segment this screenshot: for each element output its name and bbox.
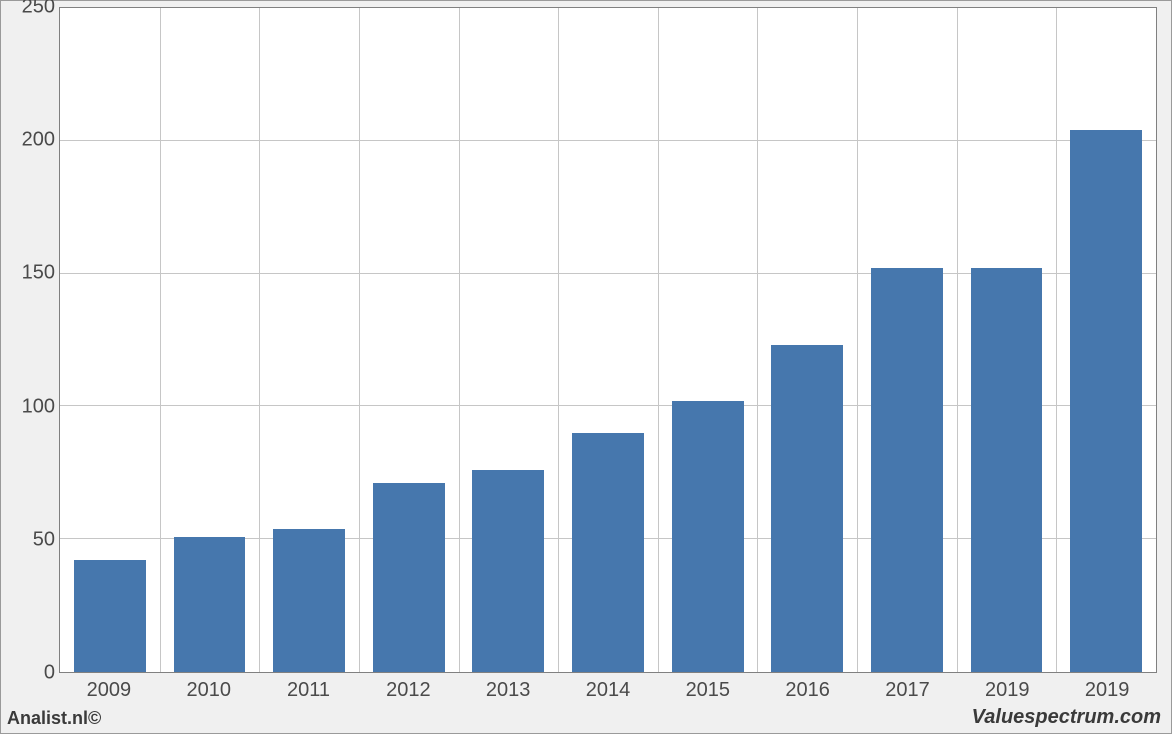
- gridline-vertical: [160, 8, 161, 672]
- bar: [871, 268, 943, 672]
- plot-area: [59, 7, 1157, 673]
- gridline-vertical: [558, 8, 559, 672]
- bar: [273, 529, 345, 672]
- x-tick-label: 2017: [885, 677, 930, 703]
- bar: [174, 537, 246, 672]
- y-tick-label: 250: [11, 0, 55, 19]
- gridline-vertical: [359, 8, 360, 672]
- bar: [572, 433, 644, 672]
- y-tick-label: 200: [11, 129, 55, 152]
- gridline-vertical: [1056, 8, 1057, 672]
- bar: [1070, 130, 1142, 672]
- x-tick-label: 2012: [386, 677, 431, 703]
- x-tick-label: 2009: [87, 677, 132, 703]
- chart-frame: 0 50 100 150 200 250 2009 2010 2011 2012 2013 2014…: [0, 0, 1172, 734]
- x-tick-label: 2019: [1085, 677, 1130, 703]
- bar: [771, 345, 843, 672]
- bar: [971, 268, 1043, 672]
- bar: [672, 401, 744, 672]
- bar: [472, 470, 544, 672]
- gridline-vertical: [857, 8, 858, 672]
- x-tick-label: 2010: [186, 677, 231, 703]
- footer-left-credit: Analist.nl©: [7, 708, 101, 729]
- footer-right-credit: Valuespectrum.com: [972, 706, 1161, 729]
- gridline-vertical: [658, 8, 659, 672]
- gridline-vertical: [757, 8, 758, 672]
- x-tick-label: 2014: [586, 677, 631, 703]
- gridline-vertical: [459, 8, 460, 672]
- x-tick-label: 2019: [985, 677, 1030, 703]
- x-tick-label: 2013: [486, 677, 531, 703]
- y-tick-label: 100: [11, 395, 55, 418]
- bar: [373, 483, 445, 672]
- gridline-horizontal: [60, 140, 1156, 141]
- bar: [74, 560, 146, 672]
- y-tick-label: 150: [11, 262, 55, 285]
- x-tick-label: 2016: [785, 677, 830, 703]
- y-tick-label: 0: [11, 662, 55, 685]
- gridline-vertical: [957, 8, 958, 672]
- y-tick-label: 50: [11, 528, 55, 551]
- gridline-vertical: [259, 8, 260, 672]
- x-tick-label: 2015: [686, 677, 731, 703]
- x-tick-label: 2011: [287, 677, 330, 703]
- plot-wrap: 050100150200250 200920102011201220132014…: [11, 7, 1161, 703]
